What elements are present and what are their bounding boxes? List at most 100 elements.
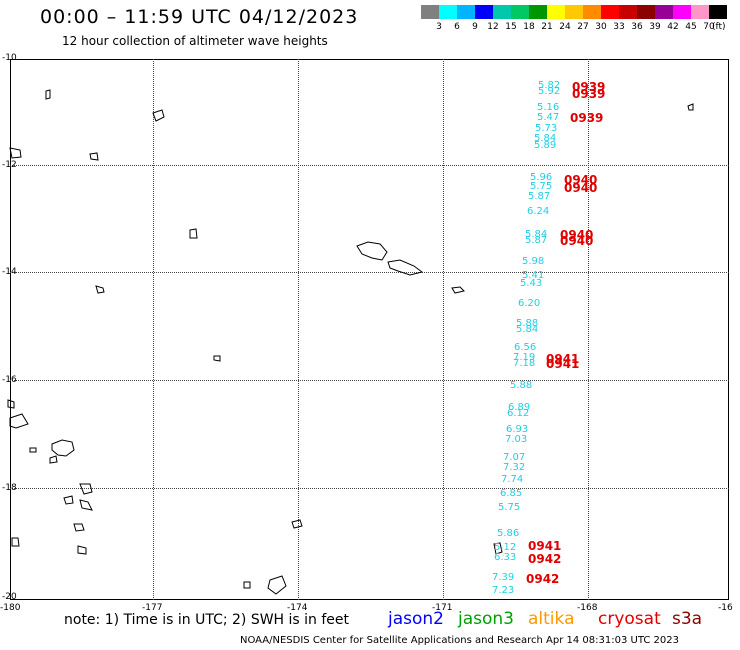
pass-time-label: 0939 xyxy=(570,111,604,125)
swh-value: 5.84 xyxy=(516,324,539,335)
longitude-label: -174 xyxy=(287,603,308,613)
island xyxy=(45,89,51,100)
swh-value: 7.18 xyxy=(513,358,536,369)
pass-time-label: 0940 xyxy=(560,234,594,248)
colorbar-label: 27 xyxy=(577,22,589,32)
swh-value: 5.88 xyxy=(516,318,539,329)
fiji-main xyxy=(51,439,75,457)
island xyxy=(95,285,105,294)
longitude-label: -177 xyxy=(142,603,163,613)
tonga-island xyxy=(291,519,303,529)
fiji-island xyxy=(79,483,93,495)
swh-value: 5.47 xyxy=(537,112,560,123)
island xyxy=(9,147,22,159)
satellite-legend-altika: altika xyxy=(528,609,575,629)
pass-time-label: 0941 xyxy=(546,357,580,371)
pass-time-label: 0942 xyxy=(526,572,560,586)
fiji-island xyxy=(49,455,58,464)
colorbar-label: 15 xyxy=(505,22,517,32)
map-subtitle: 12 hour collection of altimeter wave hei… xyxy=(62,34,328,48)
pass-time-label: 0940 xyxy=(564,181,598,195)
island xyxy=(152,109,165,122)
satellite-legend-cryosat: cryosat xyxy=(598,609,661,629)
swh-value: 7.39 xyxy=(492,572,515,583)
swh-value: 7.03 xyxy=(505,434,528,445)
tonga-island xyxy=(267,575,287,595)
niue-island xyxy=(493,542,503,555)
fiji-island xyxy=(73,523,85,532)
colorbar-swatch xyxy=(601,5,619,19)
island xyxy=(451,286,465,294)
pass-time-label: 0940 xyxy=(564,173,598,187)
colorbar-swatch xyxy=(583,5,601,19)
swh-value: 7.19 xyxy=(513,352,536,363)
colorbar-swatch xyxy=(547,5,565,19)
colorbar-swatch xyxy=(439,5,457,19)
colorbar-label: 30 xyxy=(595,22,607,32)
latitude-label: -16 xyxy=(2,375,17,385)
colorbar-label: 42 xyxy=(667,22,679,32)
longitude-label: -168 xyxy=(577,603,598,613)
colorbar-swatch xyxy=(619,5,637,19)
swh-value: 6.89 xyxy=(508,402,531,413)
swh-value: 6.85 xyxy=(500,488,523,499)
swh-value: 6.12 xyxy=(507,408,530,419)
latitude-label: -14 xyxy=(2,267,17,277)
pass-time-label: 0939 xyxy=(572,87,606,101)
map-title: 00:00 – 11:59 UTC 04/12/2023 xyxy=(40,6,359,28)
fiji-island xyxy=(79,499,93,511)
swh-value: 5.84 xyxy=(534,133,557,144)
latitude-label: -20 xyxy=(2,592,17,602)
colorbar-label: 36 xyxy=(631,22,643,32)
swh-value: 5.86 xyxy=(497,528,520,539)
colorbar-swatch xyxy=(529,5,547,19)
colorbar-swatch xyxy=(637,5,655,19)
colorbar-label: 21 xyxy=(541,22,553,32)
fiji-island xyxy=(63,495,74,505)
island xyxy=(213,355,221,362)
pass-time-label: 0940 xyxy=(560,228,594,242)
samoa-upolu xyxy=(356,241,388,261)
fiji-island xyxy=(29,447,37,453)
latitude-label: -12 xyxy=(2,160,17,170)
satellite-legend-s3a: s3a xyxy=(672,609,703,629)
colorbar-unit: (ft) xyxy=(712,22,726,32)
swh-value: 6.20 xyxy=(518,298,541,309)
swh-value: 7.32 xyxy=(503,462,526,473)
pass-time-label: 0942 xyxy=(528,552,562,566)
swh-value: 5.43 xyxy=(520,278,543,289)
fiji-island xyxy=(11,537,20,547)
longitude-label: -180 xyxy=(0,603,21,613)
colorbar-label: 33 xyxy=(613,22,625,32)
swh-value: 5.88 xyxy=(510,380,533,391)
map-frame xyxy=(10,59,729,600)
swh-value: 5.41 xyxy=(522,270,545,281)
swh-value: 5.84 xyxy=(525,229,548,240)
swh-value: 5.96 xyxy=(530,172,553,183)
island xyxy=(89,152,99,161)
swh-value: 5.87 xyxy=(525,235,548,246)
swh-value: 7.23 xyxy=(492,585,515,596)
colorbar-swatch xyxy=(691,5,709,19)
colorbar-swatch xyxy=(421,5,439,19)
longitude-gridline xyxy=(153,59,154,600)
colorbar-label: 9 xyxy=(472,22,478,32)
footer-credit: NOAA/NESDIS Center for Satellite Applica… xyxy=(240,635,679,646)
satellite-legend-jason2: jason2 xyxy=(388,609,444,629)
longitude-gridline xyxy=(298,59,299,600)
latitude-label: -18 xyxy=(2,483,17,493)
island xyxy=(687,103,694,111)
latitude-gridline xyxy=(10,380,729,381)
fiji-island xyxy=(7,399,15,409)
swh-value: 7.07 xyxy=(503,452,526,463)
fiji-island xyxy=(77,545,87,555)
swh-value: 5.75 xyxy=(498,502,521,513)
colorbar-label: 45 xyxy=(685,22,697,32)
swh-value: 6.24 xyxy=(527,206,550,217)
colorbar-label: 24 xyxy=(559,22,571,32)
colorbar-swatch xyxy=(475,5,493,19)
island xyxy=(189,228,198,239)
swh-value: 5.92 xyxy=(538,86,561,97)
pass-time-label: 0939 xyxy=(572,80,606,94)
swh-value: 5.75 xyxy=(530,181,553,192)
